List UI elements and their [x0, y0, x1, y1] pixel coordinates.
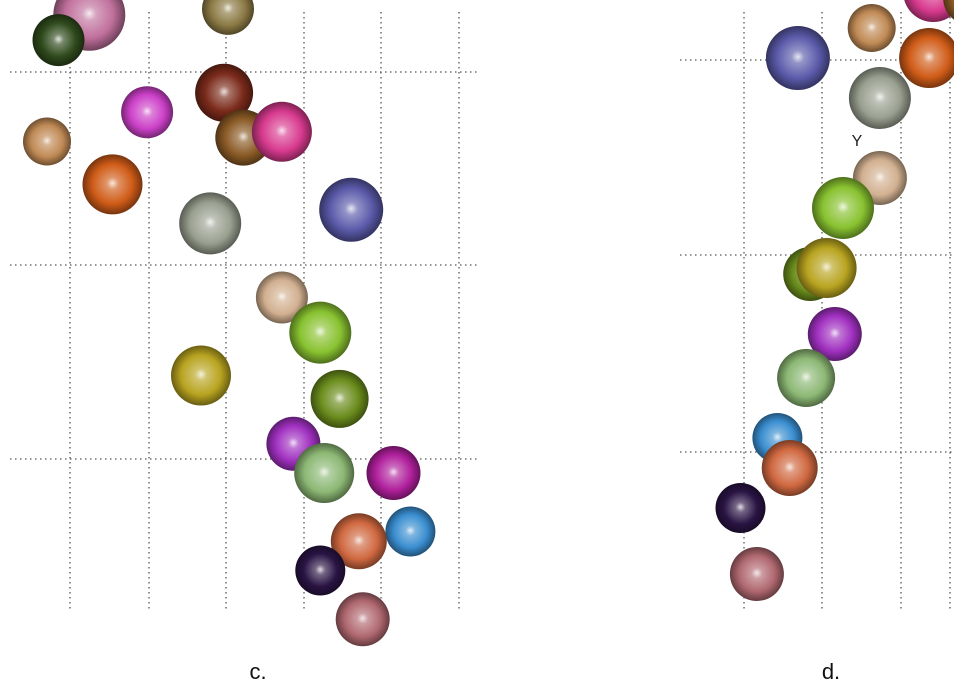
bubble-point: [23, 117, 71, 166]
bubble-point: [82, 154, 143, 215]
bubble-point: [715, 483, 766, 533]
annotation-label: Y: [852, 133, 863, 150]
bubble-point: [289, 301, 352, 364]
bubble-point: [32, 14, 85, 67]
bubble-point: [729, 547, 784, 601]
bubble-point: [202, 0, 254, 35]
bubble-point: [195, 63, 254, 122]
bubble-point: [848, 67, 911, 129]
bubble-point: [777, 349, 836, 407]
bubble-point: [765, 26, 830, 90]
bubble-point: [295, 545, 346, 596]
bubble-point: [294, 443, 355, 503]
bubble-point: [179, 192, 242, 255]
bubble-point: [904, 0, 954, 22]
bubble-point: [761, 440, 818, 496]
chart-panel-d: Y: [680, 0, 954, 612]
bubble-point: [319, 177, 384, 242]
bubble-point: [171, 345, 231, 406]
bubble-point: [847, 4, 896, 52]
bubble-point: [310, 369, 369, 428]
bubble-point: [385, 506, 436, 557]
panel-caption-d: d.: [821, 659, 841, 684]
bubble-point: [366, 446, 421, 500]
bubble-point: [251, 101, 312, 162]
bubble-point: [796, 238, 857, 298]
bubble-point: [121, 86, 174, 139]
bubble-point: [943, 0, 954, 20]
bubble-point: [330, 513, 387, 570]
bubble-point: [255, 271, 308, 324]
bubble-point: [335, 592, 390, 647]
chart-panel-c: [10, 0, 478, 647]
bubble-point: [807, 307, 862, 361]
bubble-point: [812, 177, 874, 239]
panel-caption-c: c.: [249, 659, 267, 684]
bubble-point: [899, 28, 954, 88]
